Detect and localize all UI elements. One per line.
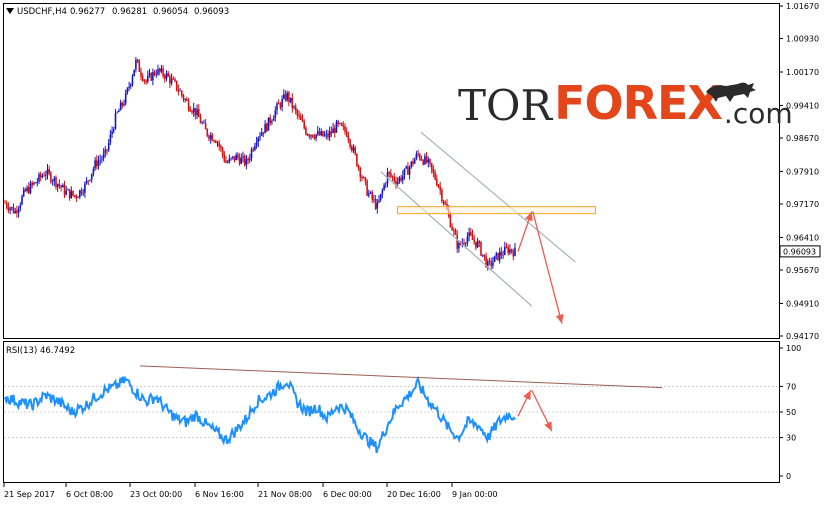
time-tick-label: 6 Oct 08:00 xyxy=(66,490,113,499)
ohlc-high: 0.96281 xyxy=(112,7,147,17)
price-tick-label: 0.96410 xyxy=(786,233,819,242)
rsi-label: RSI(13) 46.7492 xyxy=(6,346,75,356)
price-tick-label: 0.98670 xyxy=(786,134,819,143)
rsi-tick-label: 30 xyxy=(786,434,796,443)
rsi-tick-label: 70 xyxy=(786,382,796,391)
rsi-levels xyxy=(4,385,779,439)
current-price-label: 0.96093 xyxy=(783,247,816,256)
price-tick-label: 0.94910 xyxy=(786,299,819,308)
ohlc-open: 0.96277 xyxy=(70,7,105,17)
price-arrow-down-shaft xyxy=(532,211,563,324)
logo-text-tor: TOR xyxy=(458,81,553,130)
price-tick-label: 0.97910 xyxy=(786,167,819,176)
rsi-axis: 100 70 50 30 0 xyxy=(779,344,801,481)
resistance-zone xyxy=(397,206,597,215)
ohlc-close: 0.96093 xyxy=(194,7,229,17)
logo-text-forex: FOREX xyxy=(554,76,723,130)
time-tick-label: 21 Sep 2017 xyxy=(4,490,55,499)
rsi-tick-label: 100 xyxy=(786,344,801,353)
rsi-pane xyxy=(3,341,780,483)
price-tick-label: 0.94170 xyxy=(786,332,819,341)
candles xyxy=(4,57,516,272)
price-tick-label: 1.00170 xyxy=(786,68,819,77)
logo-text-com: .com xyxy=(723,97,793,130)
rsi-forecast-arrows xyxy=(517,389,553,432)
channel-line xyxy=(380,171,533,307)
price-tick-label: 1.00930 xyxy=(786,35,819,44)
price-axis: 1.01670 1.00930 1.00170 0.99410 0.98670 0.979… xyxy=(779,2,819,341)
time-tick-label: 20 Dec 16:00 xyxy=(387,490,441,499)
time-tick-label: 6 Nov 16:00 xyxy=(195,490,244,499)
price-arrow-up-head xyxy=(525,211,533,222)
rsi-tick-label: 0 xyxy=(786,472,791,481)
current-price-marker: 0.96093 xyxy=(779,245,821,258)
price-pane xyxy=(3,3,780,339)
symbol-header: USDCHF,H4 0.96277 0.96281 0.96054 0.9609… xyxy=(6,7,229,17)
symbol-label: USDCHF,H4 xyxy=(17,7,67,17)
descending-channel xyxy=(380,131,576,307)
rsi-line xyxy=(4,375,516,454)
time-tick-label: 23 Oct 00:00 xyxy=(130,490,182,499)
price-forecast-arrows xyxy=(517,211,564,324)
rsi-arrow-down-head xyxy=(544,421,552,432)
rsi-arrow-up-head xyxy=(523,390,531,401)
dropdown-triangle-icon xyxy=(6,8,14,14)
time-axis: 21 Sep 2017 6 Oct 08:00 23 Oct 00:00 6 Nov … xyxy=(3,483,498,499)
price-tick-label: 0.97170 xyxy=(786,200,819,209)
price-tick-label: 0.95670 xyxy=(786,266,819,275)
price-tick-label: 1.01670 xyxy=(786,2,819,11)
bull-icon xyxy=(706,82,756,102)
price-tick-label: 0.99410 xyxy=(786,101,819,110)
price-arrow-down-head xyxy=(555,313,564,324)
torforex-logo: TOR FOREX .com xyxy=(458,76,793,130)
rsi-trendline xyxy=(139,365,663,389)
time-tick-label: 9 Jan 00:00 xyxy=(452,490,498,499)
rsi-tick-label: 50 xyxy=(786,408,796,417)
time-tick-label: 6 Dec 00:00 xyxy=(323,490,372,499)
ohlc-low: 0.96054 xyxy=(153,7,188,17)
time-tick-label: 21 Nov 08:00 xyxy=(258,490,312,499)
channel-line xyxy=(420,131,576,263)
